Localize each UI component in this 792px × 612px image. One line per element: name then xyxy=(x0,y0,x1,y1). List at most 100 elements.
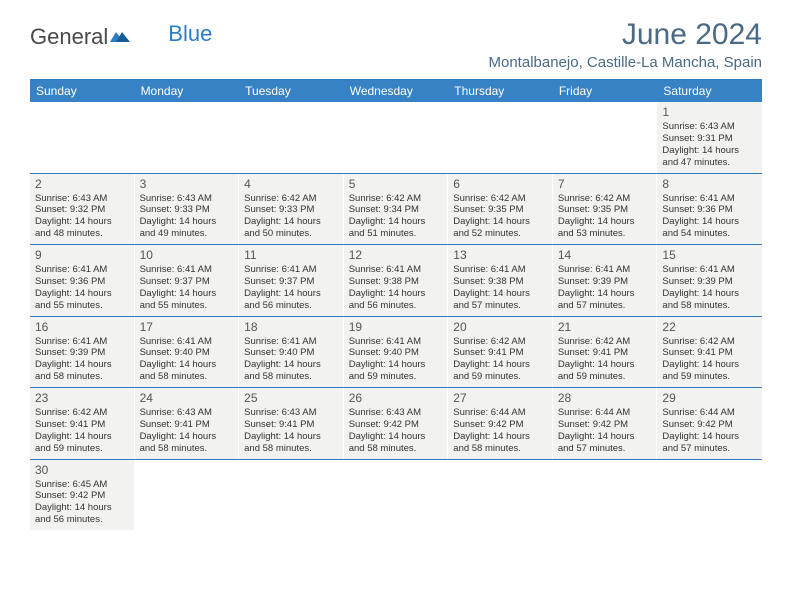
day-number: 9 xyxy=(35,248,129,263)
day-number: 30 xyxy=(35,463,129,478)
calendar-cell: 3Sunrise: 6:43 AMSunset: 9:33 PMDaylight… xyxy=(135,174,240,245)
daylight-text: Daylight: 14 hours and 50 minutes. xyxy=(244,216,338,240)
logo-text-2: Blue xyxy=(168,21,212,47)
day-number: 26 xyxy=(349,391,443,406)
daylight-text: Daylight: 14 hours and 58 minutes. xyxy=(140,431,234,455)
day-number: 4 xyxy=(244,177,338,192)
day-number: 14 xyxy=(558,248,652,263)
calendar-cell: 27Sunrise: 6:44 AMSunset: 9:42 PMDayligh… xyxy=(448,388,553,459)
sunrise-text: Sunrise: 6:41 AM xyxy=(244,336,338,348)
day-number: 20 xyxy=(453,320,547,335)
calendar-cell: 29Sunrise: 6:44 AMSunset: 9:42 PMDayligh… xyxy=(657,388,762,459)
sunset-text: Sunset: 9:39 PM xyxy=(558,276,652,288)
location-subtitle: Montalbanejo, Castille-La Mancha, Spain xyxy=(489,54,763,71)
sunset-text: Sunset: 9:33 PM xyxy=(140,204,234,216)
sunrise-text: Sunrise: 6:44 AM xyxy=(662,407,757,419)
calendar-cell-empty xyxy=(135,460,240,531)
daylight-text: Daylight: 14 hours and 52 minutes. xyxy=(453,216,547,240)
logo-text-1: General xyxy=(30,24,108,50)
calendar-body: 1Sunrise: 6:43 AMSunset: 9:31 PMDaylight… xyxy=(30,102,762,530)
day-number: 6 xyxy=(453,177,547,192)
daylight-text: Daylight: 14 hours and 48 minutes. xyxy=(35,216,129,240)
day-number: 16 xyxy=(35,320,129,335)
sunset-text: Sunset: 9:37 PM xyxy=(140,276,234,288)
weekday-label: Wednesday xyxy=(344,80,449,102)
sunset-text: Sunset: 9:32 PM xyxy=(35,204,129,216)
sunrise-text: Sunrise: 6:41 AM xyxy=(244,264,338,276)
daylight-text: Daylight: 14 hours and 57 minutes. xyxy=(558,431,652,455)
daylight-text: Daylight: 14 hours and 59 minutes. xyxy=(558,359,652,383)
sunset-text: Sunset: 9:41 PM xyxy=(140,419,234,431)
daylight-text: Daylight: 14 hours and 51 minutes. xyxy=(349,216,443,240)
daylight-text: Daylight: 14 hours and 58 minutes. xyxy=(140,359,234,383)
daylight-text: Daylight: 14 hours and 58 minutes. xyxy=(244,359,338,383)
sunset-text: Sunset: 9:41 PM xyxy=(244,419,338,431)
day-number: 22 xyxy=(662,320,757,335)
calendar-cell: 26Sunrise: 6:43 AMSunset: 9:42 PMDayligh… xyxy=(344,388,449,459)
sunrise-text: Sunrise: 6:42 AM xyxy=(662,336,757,348)
calendar: SundayMondayTuesdayWednesdayThursdayFrid… xyxy=(30,79,762,530)
sunrise-text: Sunrise: 6:41 AM xyxy=(140,264,234,276)
sunset-text: Sunset: 9:40 PM xyxy=(244,347,338,359)
sunset-text: Sunset: 9:41 PM xyxy=(558,347,652,359)
month-title: June 2024 xyxy=(489,18,763,52)
calendar-cell: 23Sunrise: 6:42 AMSunset: 9:41 PMDayligh… xyxy=(30,388,135,459)
calendar-cell: 22Sunrise: 6:42 AMSunset: 9:41 PMDayligh… xyxy=(657,317,762,388)
sunset-text: Sunset: 9:42 PM xyxy=(35,490,129,502)
calendar-cell: 5Sunrise: 6:42 AMSunset: 9:34 PMDaylight… xyxy=(344,174,449,245)
sunset-text: Sunset: 9:36 PM xyxy=(662,204,757,216)
day-number: 23 xyxy=(35,391,129,406)
calendar-cell: 13Sunrise: 6:41 AMSunset: 9:38 PMDayligh… xyxy=(448,245,553,316)
calendar-cell: 2Sunrise: 6:43 AMSunset: 9:32 PMDaylight… xyxy=(30,174,135,245)
daylight-text: Daylight: 14 hours and 59 minutes. xyxy=(453,359,547,383)
sunset-text: Sunset: 9:42 PM xyxy=(558,419,652,431)
daylight-text: Daylight: 14 hours and 58 minutes. xyxy=(35,359,129,383)
calendar-cell-empty xyxy=(448,460,553,531)
daylight-text: Daylight: 14 hours and 56 minutes. xyxy=(244,288,338,312)
calendar-cell: 18Sunrise: 6:41 AMSunset: 9:40 PMDayligh… xyxy=(239,317,344,388)
sunset-text: Sunset: 9:39 PM xyxy=(35,347,129,359)
day-number: 12 xyxy=(349,248,443,263)
day-number: 18 xyxy=(244,320,338,335)
day-number: 24 xyxy=(140,391,234,406)
calendar-cell-empty xyxy=(553,102,658,173)
sunrise-text: Sunrise: 6:44 AM xyxy=(453,407,547,419)
sunrise-text: Sunrise: 6:43 AM xyxy=(244,407,338,419)
calendar-cell: 19Sunrise: 6:41 AMSunset: 9:40 PMDayligh… xyxy=(344,317,449,388)
day-number: 13 xyxy=(453,248,547,263)
calendar-week: 2Sunrise: 6:43 AMSunset: 9:32 PMDaylight… xyxy=(30,174,762,246)
sunrise-text: Sunrise: 6:42 AM xyxy=(558,193,652,205)
day-number: 7 xyxy=(558,177,652,192)
calendar-cell-empty xyxy=(239,460,344,531)
calendar-cell: 6Sunrise: 6:42 AMSunset: 9:35 PMDaylight… xyxy=(448,174,553,245)
day-number: 19 xyxy=(349,320,443,335)
sunset-text: Sunset: 9:35 PM xyxy=(558,204,652,216)
sunrise-text: Sunrise: 6:45 AM xyxy=(35,479,129,491)
daylight-text: Daylight: 14 hours and 47 minutes. xyxy=(662,145,757,169)
calendar-cell: 14Sunrise: 6:41 AMSunset: 9:39 PMDayligh… xyxy=(553,245,658,316)
sunrise-text: Sunrise: 6:42 AM xyxy=(349,193,443,205)
sunrise-text: Sunrise: 6:43 AM xyxy=(35,193,129,205)
weekday-label: Tuesday xyxy=(239,80,344,102)
sunset-text: Sunset: 9:42 PM xyxy=(453,419,547,431)
sunset-text: Sunset: 9:38 PM xyxy=(453,276,547,288)
calendar-cell: 30Sunrise: 6:45 AMSunset: 9:42 PMDayligh… xyxy=(30,460,135,531)
sunrise-text: Sunrise: 6:41 AM xyxy=(558,264,652,276)
sunrise-text: Sunrise: 6:41 AM xyxy=(35,336,129,348)
calendar-cell-empty xyxy=(344,460,449,531)
sunrise-text: Sunrise: 6:41 AM xyxy=(349,336,443,348)
day-number: 2 xyxy=(35,177,129,192)
calendar-cell: 21Sunrise: 6:42 AMSunset: 9:41 PMDayligh… xyxy=(553,317,658,388)
calendar-cell-empty xyxy=(239,102,344,173)
day-number: 5 xyxy=(349,177,443,192)
daylight-text: Daylight: 14 hours and 59 minutes. xyxy=(349,359,443,383)
weekday-label: Sunday xyxy=(30,80,135,102)
day-number: 15 xyxy=(662,248,757,263)
sunrise-text: Sunrise: 6:41 AM xyxy=(349,264,443,276)
calendar-cell-empty xyxy=(135,102,240,173)
daylight-text: Daylight: 14 hours and 56 minutes. xyxy=(35,502,129,526)
sunrise-text: Sunrise: 6:43 AM xyxy=(140,193,234,205)
calendar-cell: 1Sunrise: 6:43 AMSunset: 9:31 PMDaylight… xyxy=(657,102,762,173)
sunrise-text: Sunrise: 6:41 AM xyxy=(35,264,129,276)
logo: General Blue xyxy=(30,18,212,50)
